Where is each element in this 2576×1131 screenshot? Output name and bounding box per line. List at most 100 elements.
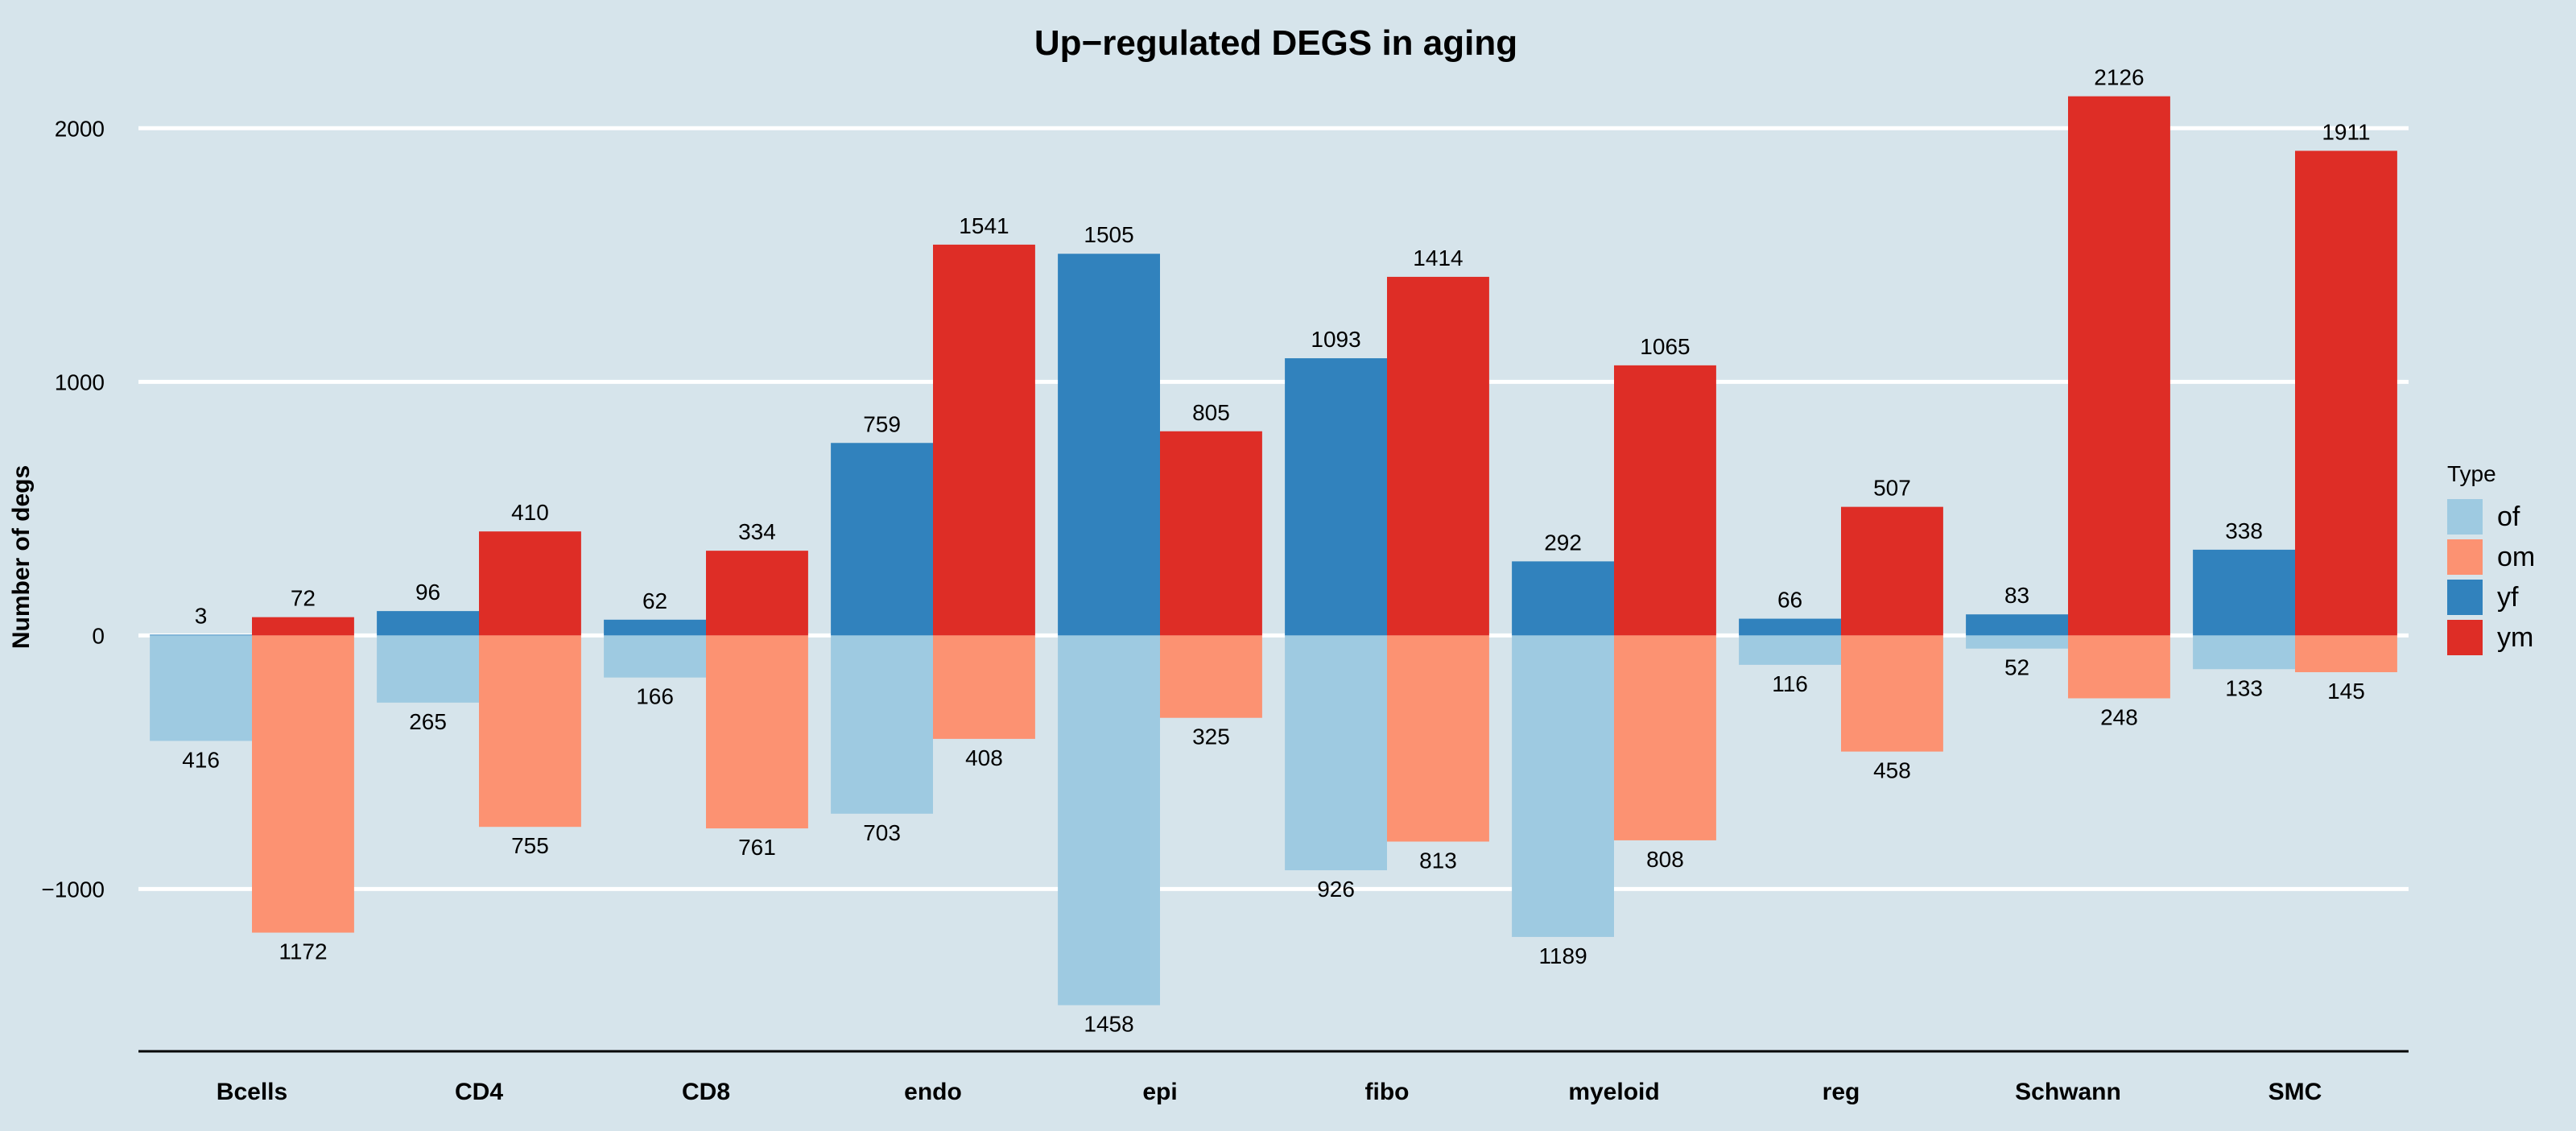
data-label-ym-fibo: 1414 — [1413, 246, 1463, 270]
x-tick-label: epi — [1142, 1079, 1177, 1105]
bar-yf-endo — [831, 443, 933, 636]
data-label-yf-endo: 759 — [863, 411, 901, 436]
data-label-ym-myeloid: 1065 — [1640, 334, 1690, 359]
bar-of-SMC — [2193, 635, 2295, 670]
bar-yf-SMC — [2193, 549, 2295, 636]
bar-om-fibo — [1387, 635, 1489, 842]
y-tick-label: 2000 — [55, 116, 105, 141]
bar-yf-fibo — [1285, 358, 1387, 636]
bar-of-CD4 — [377, 635, 479, 703]
bar-ym-fibo — [1387, 276, 1489, 636]
data-label-of-reg: 116 — [1772, 671, 1808, 696]
x-tick-label: CD8 — [682, 1079, 730, 1105]
chart-title: Up−regulated DEGS in aging — [1034, 23, 1517, 63]
bar-yf-Bcells — [150, 634, 252, 636]
legend-swatch-of — [2447, 499, 2483, 535]
data-label-ym-endo: 1541 — [959, 213, 1009, 238]
data-label-of-CD4: 265 — [409, 709, 447, 734]
bar-of-Bcells — [150, 635, 252, 741]
x-tick-label: myeloid — [1568, 1079, 1659, 1105]
data-label-om-CD4: 755 — [511, 833, 549, 858]
data-label-om-reg: 458 — [1873, 758, 1911, 783]
bar-om-CD8 — [706, 635, 808, 829]
bar-om-endo — [933, 635, 1035, 739]
x-tick-label: Bcells — [217, 1079, 287, 1105]
data-label-ym-SMC: 1911 — [2322, 119, 2370, 144]
legend-swatch-ym — [2447, 620, 2483, 655]
data-label-om-Bcells: 1172 — [279, 939, 327, 964]
data-label-of-Bcells: 416 — [182, 747, 220, 772]
bar-ym-CD4 — [479, 531, 581, 636]
bar-ym-Schwann — [2068, 96, 2170, 636]
data-label-yf-myeloid: 292 — [1544, 530, 1582, 555]
bar-of-myeloid — [1512, 635, 1614, 937]
bar-yf-CD8 — [604, 619, 706, 636]
bar-yf-CD4 — [377, 611, 479, 636]
x-tick-label: Schwann — [2015, 1079, 2121, 1105]
bar-yf-Schwann — [1966, 614, 2068, 636]
bar-of-Schwann — [1966, 635, 2068, 649]
bar-ym-epi — [1160, 431, 1262, 636]
data-label-of-epi: 1458 — [1084, 1012, 1133, 1037]
y-tick-label: −1000 — [41, 877, 105, 902]
x-tick-label: fibo — [1365, 1079, 1410, 1105]
bar-of-CD8 — [604, 635, 706, 678]
bar-yf-myeloid — [1512, 561, 1614, 636]
y-tick-label: 1000 — [55, 369, 105, 394]
x-tick-label: SMC — [2268, 1079, 2322, 1105]
bar-om-epi — [1160, 635, 1262, 718]
data-label-om-fibo: 813 — [1419, 848, 1457, 873]
data-label-of-Schwann: 52 — [2004, 655, 2029, 680]
data-labels: 416 3 1172 72 265 96 755 410 166 62 761 334 703 759 40… — [182, 65, 2370, 1037]
bars — [150, 96, 2397, 1005]
data-label-of-myeloid: 1189 — [1538, 943, 1587, 968]
data-label-of-CD8: 166 — [636, 684, 674, 709]
bar-om-Bcells — [252, 635, 354, 933]
bar-ym-CD8 — [706, 551, 808, 636]
data-label-yf-SMC: 338 — [2225, 518, 2263, 543]
bar-ym-myeloid — [1614, 365, 1716, 636]
data-label-yf-epi: 1505 — [1084, 222, 1133, 247]
legend-title: Type — [2447, 461, 2496, 486]
x-tick-label: CD4 — [455, 1079, 503, 1105]
bar-yf-reg — [1739, 618, 1841, 636]
data-label-yf-Bcells: 3 — [195, 603, 208, 628]
data-label-of-fibo: 926 — [1317, 877, 1355, 902]
y-axis-label: Number of degs — [8, 465, 35, 649]
data-label-yf-reg: 66 — [1777, 588, 1802, 613]
bar-of-endo — [831, 635, 933, 814]
bar-of-epi — [1058, 635, 1160, 1005]
x-tick-label: reg — [1823, 1079, 1860, 1105]
data-label-yf-Schwann: 83 — [2004, 583, 2029, 608]
data-label-om-Schwann: 248 — [2100, 704, 2138, 729]
axes: 2000 1000 0 −1000 Bcells CD4 CD8 endo epi fibo mye… — [41, 116, 2409, 1105]
legend-label-om: om — [2497, 542, 2535, 572]
data-label-ym-CD8: 334 — [738, 519, 776, 544]
legend-swatch-om — [2447, 539, 2483, 575]
data-label-ym-CD4: 410 — [511, 500, 549, 525]
legend: Type of om yf ym — [2447, 461, 2535, 655]
legend-swatch-yf — [2447, 580, 2483, 615]
bar-om-reg — [1841, 635, 1943, 752]
bar-of-reg — [1739, 635, 1841, 665]
data-label-om-epi: 325 — [1192, 724, 1230, 749]
legend-label-yf: yf — [2497, 582, 2519, 613]
bar-ym-SMC — [2295, 151, 2397, 636]
bar-om-myeloid — [1614, 635, 1716, 840]
bar-ym-Bcells — [252, 617, 354, 636]
data-label-om-endo: 408 — [965, 745, 1003, 770]
data-label-ym-reg: 507 — [1873, 476, 1911, 501]
data-label-yf-CD4: 96 — [415, 580, 440, 605]
bar-ym-reg — [1841, 506, 1943, 636]
data-label-of-endo: 703 — [863, 820, 901, 845]
data-label-yf-CD8: 62 — [642, 588, 667, 613]
data-label-om-CD8: 761 — [738, 835, 776, 860]
y-tick-label: 0 — [92, 623, 105, 648]
bar-of-fibo — [1285, 635, 1387, 871]
bar-om-SMC — [2295, 635, 2397, 673]
legend-label-ym: ym — [2497, 622, 2533, 653]
bar-ym-endo — [933, 244, 1035, 636]
data-label-ym-Bcells: 72 — [291, 586, 316, 611]
